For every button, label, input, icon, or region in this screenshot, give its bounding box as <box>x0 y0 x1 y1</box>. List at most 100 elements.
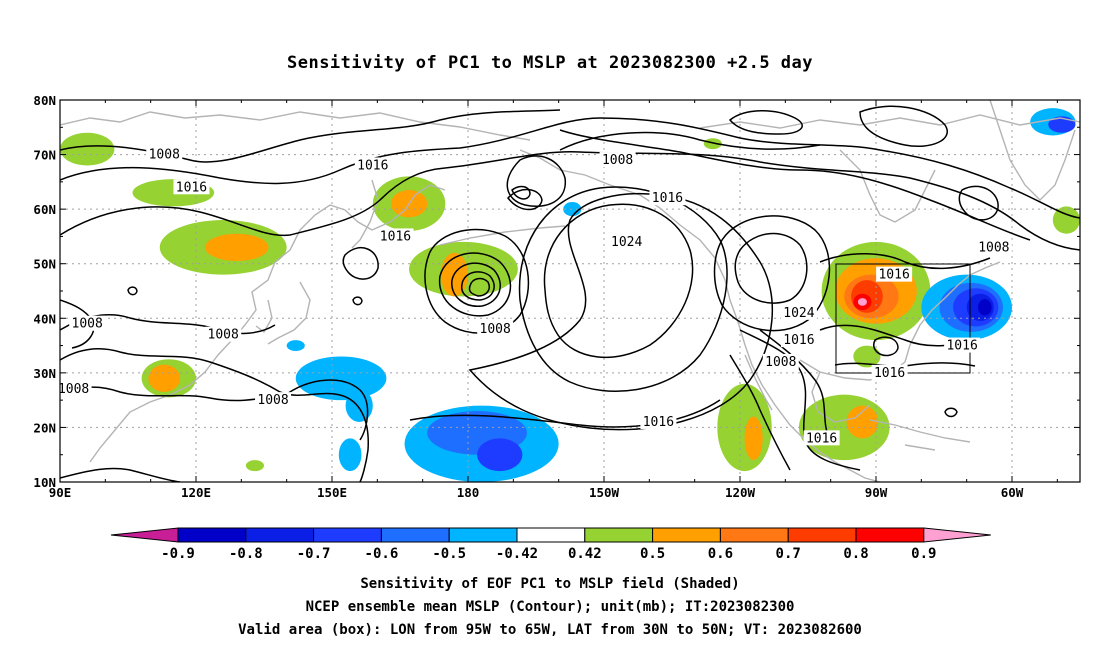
contour-line <box>60 467 181 482</box>
contour-line <box>559 129 1031 241</box>
coastline-korea <box>255 299 273 334</box>
contour-label: 1016 <box>783 333 814 348</box>
contour-line <box>958 185 999 221</box>
lat-tick-label: 70N <box>33 148 56 163</box>
colorbar-box <box>245 527 315 543</box>
lat-tick-label: 40N <box>33 311 56 326</box>
coastline-asia-east <box>89 229 301 463</box>
contour-label-bg <box>173 179 210 195</box>
mslp-contours <box>60 105 1080 482</box>
lat-tick-label: 10N <box>33 475 56 490</box>
contour-label: 1024 <box>783 306 814 321</box>
lon-tick-label: 150E <box>317 485 347 500</box>
colorbar-box <box>448 527 518 543</box>
coastline-greenland <box>989 100 1076 201</box>
contour-label-bg <box>377 228 414 244</box>
lon-tick-label: 180 <box>457 485 480 500</box>
lon-tick-label: 60W <box>1001 485 1024 500</box>
colorbar-box <box>313 527 382 543</box>
contour-line <box>352 296 363 306</box>
colorbar-label: -0.5 <box>432 546 466 562</box>
contour-line <box>511 185 531 200</box>
colorbar-label: -0.42 <box>496 546 538 562</box>
coastline-baja <box>744 354 773 411</box>
lat-tick-label: 50N <box>33 257 56 272</box>
coastline-hudson-bay <box>839 149 936 223</box>
contour-label: 1016 <box>176 180 207 195</box>
shaded-region <box>744 416 763 461</box>
contour-label: 1008 <box>602 153 633 168</box>
figure-title: Sensitivity of PC1 to MSLP at 2023082300… <box>287 53 813 73</box>
contour-line <box>342 247 379 280</box>
contour-line <box>944 407 958 418</box>
contour-label-bg <box>871 364 908 380</box>
contour-label-bg <box>780 304 817 320</box>
shaded-region <box>245 460 264 472</box>
colorbar-label: 0.8 <box>843 546 868 562</box>
sensitivity-shading <box>60 108 1080 482</box>
contour-line <box>518 186 728 392</box>
contour-line <box>468 277 490 297</box>
contour-line <box>60 151 1080 251</box>
colorbar-label: 0.42 <box>568 546 602 562</box>
contour-label-bg <box>146 146 183 162</box>
coastline-russia-arctic <box>60 111 531 141</box>
contour-line <box>460 271 495 301</box>
contour-line <box>60 117 1080 219</box>
coastline-kamchatka <box>351 179 379 249</box>
shaded-region <box>857 298 867 306</box>
contour-label: 1008 <box>765 355 796 370</box>
colorbar-label: -0.9 <box>161 546 195 562</box>
contour-label-bg <box>876 266 913 282</box>
contour-label: 1016 <box>652 191 683 206</box>
shaded-region <box>60 132 115 166</box>
footer-line-1: Sensitivity of EOF PC1 to MSLP field (Sh… <box>360 576 739 592</box>
shaded-region <box>345 389 373 422</box>
footer-line-3: Valid area (box): LON from 95W to 65W, L… <box>238 622 862 638</box>
contour-label-bg <box>803 430 840 446</box>
contour-line <box>859 105 948 147</box>
lat-tick-label: 30N <box>33 366 56 381</box>
lon-tick-label: 90W <box>865 485 888 500</box>
colorbar-box <box>584 527 654 543</box>
contour-label-bg <box>599 152 636 168</box>
contour-labels: 1008 1016 1016 1008 1016 1016 1024 1008 1016 1024… <box>55 146 1012 446</box>
contour-label: 1008 <box>72 317 103 332</box>
contour-line <box>60 386 281 402</box>
coastlines <box>60 100 1080 482</box>
shaded-region <box>978 299 992 316</box>
coastline-okhotsk <box>299 184 446 231</box>
contour-label: 1016 <box>878 268 909 283</box>
colorbar-low-arrow <box>110 527 179 543</box>
shaded-region <box>477 438 523 472</box>
colorbar-box <box>177 527 247 543</box>
contour-label-bg <box>780 332 817 348</box>
contour-label-bg <box>205 326 242 342</box>
lon-tick-label: 90E <box>49 485 72 500</box>
coastline-japan <box>267 281 311 345</box>
shaded-region <box>846 405 879 439</box>
contour-line <box>713 215 831 332</box>
contour-line <box>506 155 566 207</box>
contour-label: 1008 <box>58 382 89 397</box>
contour-line <box>127 286 138 296</box>
contour-label: 1016 <box>874 366 905 381</box>
contour-label: 1016 <box>380 229 411 244</box>
colorbar-label: -0.7 <box>297 546 331 562</box>
contour-label-bg <box>69 315 106 331</box>
colorbar-box <box>516 527 586 543</box>
coastline-canadian-arctic <box>699 114 1080 129</box>
colorbar-label: 0.5 <box>640 546 665 562</box>
contour-label-bg <box>975 239 1012 255</box>
shaded-region <box>1052 206 1080 234</box>
shaded-region <box>148 364 181 392</box>
shaded-region <box>563 202 582 217</box>
contour-line <box>728 110 803 135</box>
colorbar-high-arrow <box>923 527 991 543</box>
contour-line <box>734 232 808 304</box>
contour-line <box>279 379 369 441</box>
shaded-region <box>286 340 305 352</box>
contour-line <box>507 188 543 211</box>
shaded-region <box>853 345 881 368</box>
